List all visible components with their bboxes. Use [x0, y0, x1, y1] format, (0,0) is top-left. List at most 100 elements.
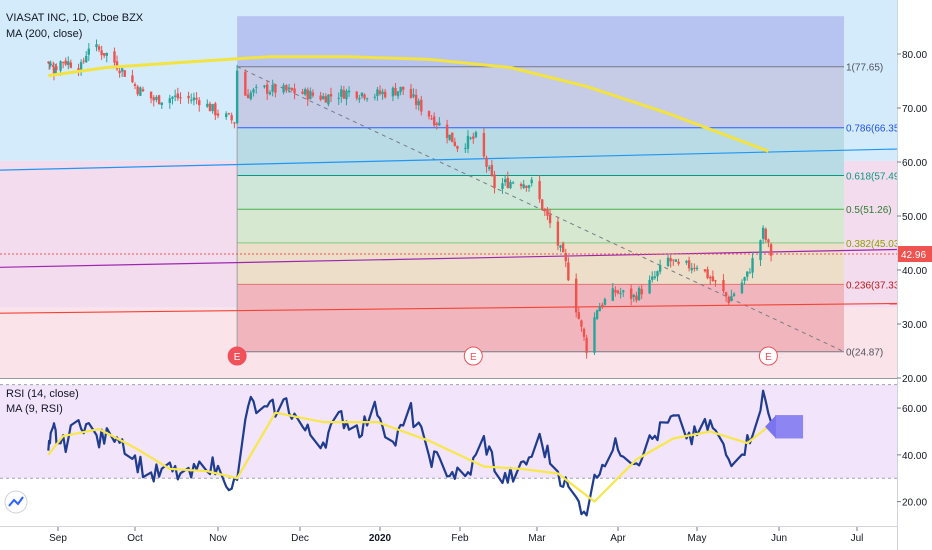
candle-body	[69, 62, 73, 68]
candle-body	[525, 185, 528, 188]
ma-200-line	[48, 55, 769, 153]
candle-body	[453, 141, 457, 146]
candle-body	[195, 97, 198, 100]
candle-body	[690, 267, 693, 271]
candle-body	[136, 86, 139, 95]
rsi-arrow-box	[775, 415, 804, 439]
candle-body	[432, 116, 436, 126]
candle-body	[82, 60, 85, 62]
trend-lines[interactable]	[0, 148, 898, 314]
candle-body	[309, 91, 312, 100]
candle-body	[593, 317, 596, 353]
candle-body	[693, 267, 696, 269]
candle-body	[445, 124, 449, 138]
candle-body	[327, 94, 330, 105]
candle-body	[595, 310, 599, 319]
candle-body	[511, 182, 515, 184]
fib-level-label: 0.5(51.26)	[846, 205, 892, 216]
candle-body	[711, 276, 715, 282]
candle-body	[482, 133, 486, 157]
rsi-ma-legend-label[interactable]: MA (9, RSI)	[6, 403, 63, 415]
candle-body	[695, 267, 699, 270]
candle-body	[64, 60, 67, 65]
candle-body	[133, 84, 137, 86]
candle-body	[139, 87, 142, 96]
candle-body	[355, 91, 358, 99]
candle-body	[614, 289, 617, 293]
candle-body	[488, 167, 491, 169]
price-axis-label: 80.00	[902, 50, 927, 61]
candle-body	[530, 179, 533, 184]
candle-body	[732, 293, 736, 296]
candle-body	[469, 137, 472, 139]
candle-body	[412, 94, 415, 97]
candle-body	[767, 239, 770, 243]
candle-body	[187, 95, 190, 99]
candle-body	[456, 146, 459, 149]
candle-body	[176, 93, 180, 99]
candle-body	[541, 199, 544, 210]
earnings-marker-circle	[463, 346, 483, 366]
candle-body	[141, 89, 145, 92]
candle-body	[435, 123, 438, 125]
chart-background	[0, 0, 932, 527]
candle-body	[567, 262, 570, 281]
candle-body	[546, 209, 549, 216]
candle-body	[451, 132, 454, 143]
candle-body	[347, 90, 351, 93]
candle-body	[274, 84, 277, 93]
tradingview-logo[interactable]	[4, 490, 28, 514]
candle-body	[85, 55, 88, 63]
price-axis-label: 60.00	[902, 158, 927, 169]
candle-body	[337, 97, 340, 99]
channel-upper-line	[0, 148, 898, 171]
candle-body	[211, 104, 214, 112]
current-price-label: 42.96	[901, 250, 926, 261]
rsi-ma-line	[47, 411, 772, 503]
candle-body	[268, 92, 272, 95]
candle-body	[574, 278, 578, 313]
candle-body	[509, 182, 512, 189]
candle-body	[105, 52, 108, 56]
channel-lower-line	[0, 302, 898, 314]
candle-body	[666, 257, 670, 267]
time-axis-label: Dec	[291, 533, 309, 544]
candle-body	[466, 135, 470, 149]
candle-body	[376, 89, 379, 96]
candle-body	[358, 98, 361, 100]
candle-body	[632, 294, 635, 298]
candle-body	[155, 96, 158, 100]
candle-body	[519, 183, 523, 187]
fib-level-label: 1(77.65)	[846, 63, 883, 74]
candle-body	[285, 85, 288, 91]
candle-body	[501, 183, 504, 190]
candle-body	[383, 91, 387, 98]
candle-body	[97, 46, 101, 50]
candle-body	[306, 89, 309, 100]
price-axis-background	[897, 0, 932, 550]
rsi-legend-label[interactable]: RSI (14, close)	[6, 388, 79, 400]
fib-zone	[237, 16, 845, 67]
candle-body	[225, 113, 228, 118]
candle-body	[564, 253, 567, 262]
candle-body	[722, 280, 725, 292]
candle-body	[345, 90, 348, 100]
candle-body	[329, 93, 333, 97]
ma-legend-label[interactable]: MA (200, close)	[6, 28, 82, 40]
candle-body	[59, 61, 62, 71]
candle-body	[543, 209, 547, 211]
time-axis-label: Apr	[610, 533, 626, 544]
candle-body	[603, 298, 607, 305]
candle-body	[577, 312, 581, 319]
candle-body	[103, 53, 106, 56]
candle-body	[522, 184, 525, 188]
price-axis-label: 40.00	[902, 266, 927, 277]
candle-body	[399, 86, 402, 93]
candle-body	[611, 288, 614, 301]
candle-body	[714, 280, 717, 282]
candle-body	[266, 84, 269, 94]
candle-body	[601, 304, 604, 307]
candle-body	[503, 179, 507, 183]
candle-body	[365, 98, 369, 100]
